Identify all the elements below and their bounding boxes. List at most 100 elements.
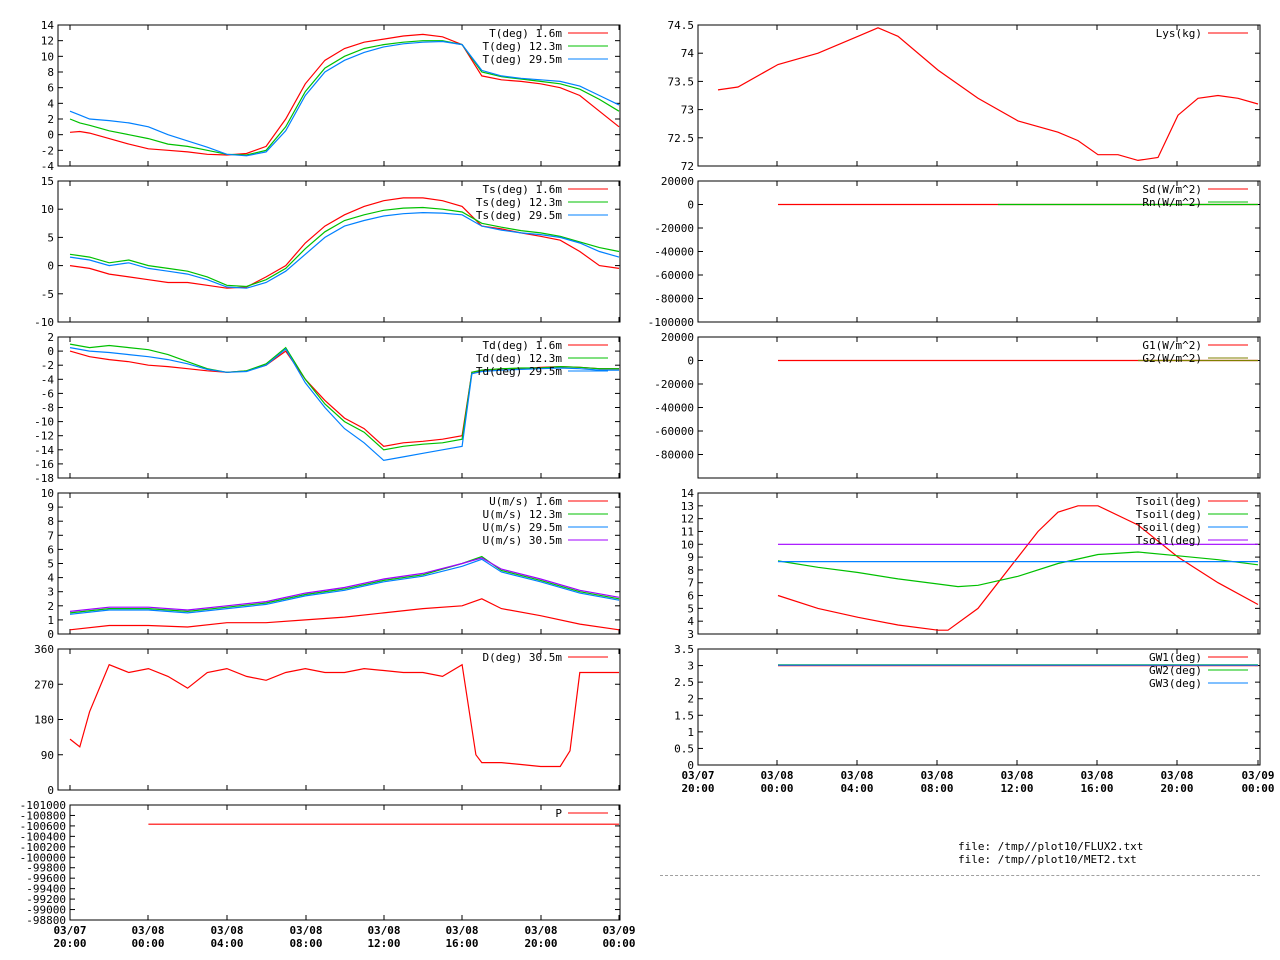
y-tick-label: 2 <box>687 693 694 706</box>
x-tick-label: 03/07 <box>681 769 714 782</box>
x-tick-label: 04:00 <box>840 782 873 795</box>
x-tick-label: 03/09 <box>1241 769 1274 782</box>
y-tick-label: 9 <box>47 501 54 514</box>
legend-label: Td(deg) 29.5m <box>476 365 562 378</box>
x-tick-label: 03/08 <box>367 924 400 937</box>
legend-label: D(deg) 30.5m <box>483 651 563 664</box>
plot-frame <box>69 804 621 921</box>
plot-frame <box>57 24 621 167</box>
y-tick-label: 8 <box>47 66 54 79</box>
chart-p: -101000-100800-100600-100400-100200-1000… <box>20 799 636 950</box>
y-tick-label: 6 <box>47 543 54 556</box>
y-tick-label: 0 <box>687 355 694 368</box>
y-tick-label: 0 <box>47 260 54 273</box>
y-tick-label: -5 <box>41 288 54 301</box>
y-tick-label: 10 <box>41 50 54 63</box>
legend-label: Ts(deg) 12.3m <box>476 196 562 209</box>
y-tick-label: 6 <box>47 82 54 95</box>
y-tick-label: 5 <box>47 231 54 244</box>
y-tick-label: 14 <box>681 487 695 500</box>
plot-frame <box>697 24 1261 167</box>
y-tick-label: -2 <box>41 359 54 372</box>
y-tick-label: -99000 <box>26 904 66 917</box>
y-tick-label: 73 <box>681 104 694 117</box>
y-tick-label: 72 <box>681 160 694 173</box>
chart-g: -80000 -60000 -40000 -20000 0 20000 G1(W/m^2)G… <box>654 331 1261 479</box>
y-tick-label: 2 <box>47 600 54 613</box>
y-tick-label: 74.5 <box>668 19 695 32</box>
x-tick-label: 03/08 <box>524 924 557 937</box>
y-tick-label: -8 <box>41 402 54 415</box>
file-info: file: /tmp//plot10/FLUX2.txt file: /tmp//… <box>958 840 1143 866</box>
legend-label: U(m/s) 29.5m <box>483 521 563 534</box>
y-tick-label: 0 <box>47 129 54 142</box>
y-tick-label: -10 <box>34 416 54 429</box>
y-tick-label: 12 <box>41 35 54 48</box>
y-tick-label: -10 <box>34 316 54 329</box>
legend-label: G1(W/m^2) <box>1142 339 1202 352</box>
legend-label: Sd(W/m^2) <box>1142 183 1202 196</box>
y-tick-label: -100600 <box>20 820 66 833</box>
y-tick-label: -14 <box>34 444 54 457</box>
y-tick-label: -100200 <box>20 841 66 854</box>
y-tick-label: 72.5 <box>668 132 695 145</box>
y-tick-label: 14 <box>41 19 55 32</box>
y-tick-label: 11 <box>681 525 694 538</box>
y-tick-label: -40000 <box>654 402 694 415</box>
x-tick-label: 03/08 <box>210 924 243 937</box>
y-tick-label: -100000 <box>648 316 694 329</box>
x-tick-label: 16:00 <box>445 937 478 950</box>
y-tick-label: 7 <box>687 577 694 590</box>
x-tick-label: 20:00 <box>681 782 714 795</box>
legend-label: U(m/s) 12.3m <box>483 508 563 521</box>
y-tick-label: 3 <box>47 586 54 599</box>
legend-label: U(m/s) 30.5m <box>483 534 563 547</box>
x-tick-label: 03/08 <box>1080 769 1113 782</box>
y-tick-label: 90 <box>41 749 54 762</box>
legend-label: Tsoil(deg) <box>1136 521 1202 534</box>
y-tick-label: -99400 <box>26 883 66 896</box>
x-tick-label: 03/08 <box>289 924 322 937</box>
y-tick-label: -60000 <box>654 425 694 438</box>
y-tick-label: 1.5 <box>674 709 694 722</box>
y-tick-label: -4 <box>41 373 55 386</box>
x-tick-label: 03/08 <box>920 769 953 782</box>
y-tick-label: -100000 <box>20 851 66 864</box>
y-tick-label: 0 <box>687 199 694 212</box>
y-tick-label: 10 <box>41 203 54 216</box>
series-line <box>69 555 620 614</box>
x-tick-label: 03/07 <box>53 924 86 937</box>
series-line <box>777 551 1259 588</box>
x-tick-label: 03/08 <box>131 924 164 937</box>
y-tick-label: -12 <box>34 430 54 443</box>
y-tick-label: 8 <box>687 564 694 577</box>
y-tick-label: 20000 <box>661 175 694 188</box>
y-tick-label: -20000 <box>654 222 694 235</box>
chart-d: 0 90 180 270 360 D(deg) 30.5m <box>34 643 621 797</box>
legend-label: Td(deg) 1.6m <box>483 339 563 352</box>
series-line <box>69 343 619 451</box>
file-label-met: file: /tmp//plot10/MET2.txt <box>958 853 1137 866</box>
series-line <box>69 663 619 768</box>
y-tick-label: -40000 <box>654 246 694 259</box>
x-tick-label: 20:00 <box>53 937 86 950</box>
y-tick-label: 9 <box>687 551 694 564</box>
y-tick-label: 5 <box>47 558 54 571</box>
chart-t: -4 -2 0 2 4 6 8 10 12 14 T(deg) 1.6mT(deg) 12.3mT(… <box>41 19 621 173</box>
series-line <box>69 33 620 156</box>
x-tick-label: 00:00 <box>1241 782 1274 795</box>
x-tick-label: 20:00 <box>524 937 557 950</box>
y-tick-label: -16 <box>34 458 54 471</box>
series-line <box>69 40 620 156</box>
legend-label: T(deg) 29.5m <box>483 53 563 66</box>
y-tick-label: 4 <box>687 615 694 628</box>
legend-label: Lys(kg) <box>1156 27 1202 40</box>
x-tick-label: 00:00 <box>760 782 793 795</box>
series-line <box>69 206 620 288</box>
legend-label: Tsoil(deg) <box>1136 495 1202 508</box>
y-tick-label: -100800 <box>20 809 66 822</box>
y-tick-label: -20000 <box>654 378 694 391</box>
legend-label: GW3(deg) <box>1149 677 1202 690</box>
